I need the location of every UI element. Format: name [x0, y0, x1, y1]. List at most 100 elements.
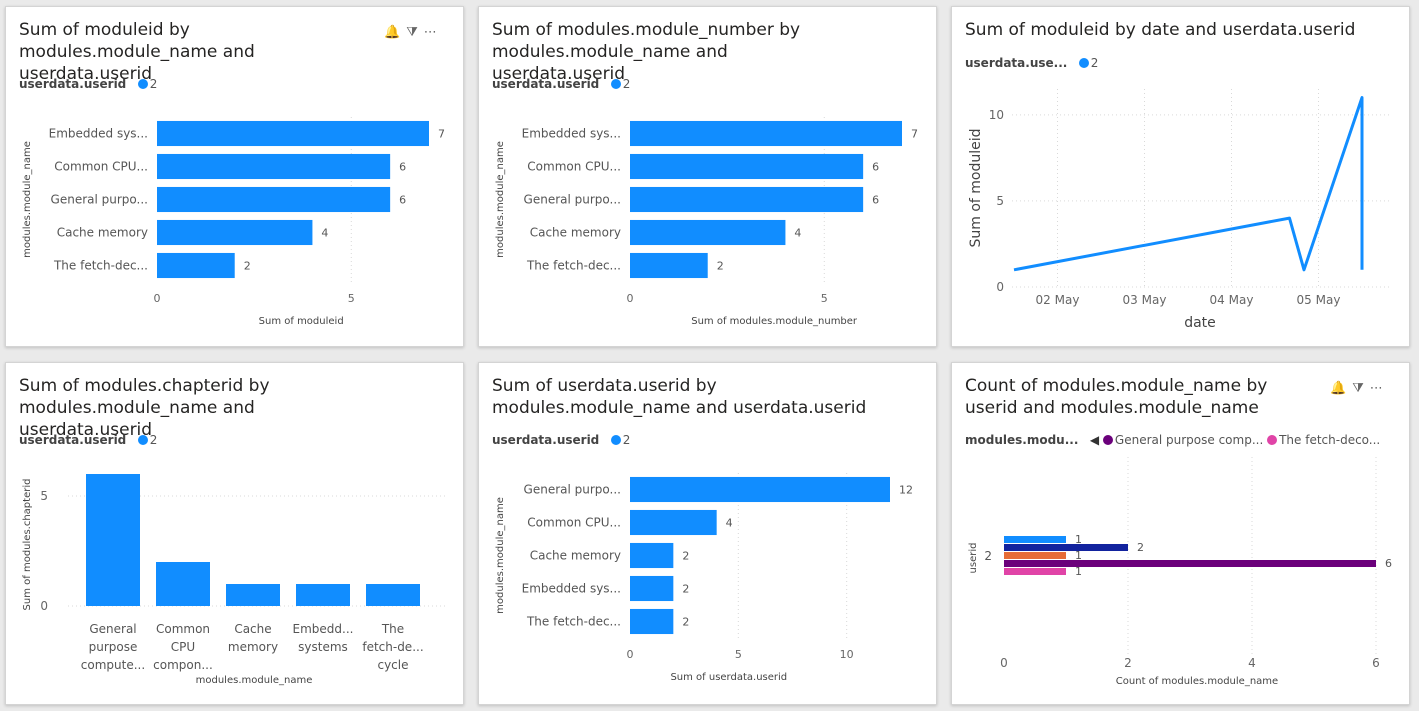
bar: [157, 120, 429, 147]
x-tick-label: 6: [1372, 656, 1380, 670]
legend-label[interactable]: General purpose comp...: [1114, 433, 1264, 447]
x-tick-label: 5: [821, 292, 828, 305]
y-tick-label: General purpo...: [51, 193, 148, 207]
y-tick-label: The fetch-dec...: [53, 259, 148, 273]
chart-title: Sum of modules.module_number by modules.…: [492, 20, 801, 84]
data-label: 1: [1075, 565, 1082, 578]
bar: [1004, 568, 1066, 575]
legend-dot: [137, 79, 148, 89]
data-label: 4: [726, 517, 733, 530]
legend-dot: [610, 435, 621, 445]
chart-title: Sum of moduleid by date and userdata.use…: [965, 20, 1356, 40]
filter-icon[interactable]: ⧩: [1352, 381, 1364, 396]
y-axis-title: modules.module_name: [495, 141, 506, 258]
legend: userdata.userid 2: [19, 433, 157, 447]
x-axis-title: date: [1184, 315, 1216, 331]
y-axis-title: modules.module_name: [495, 497, 506, 614]
visual-card-1[interactable]: Sum of moduleid by modules.module_name a…: [5, 6, 464, 347]
legend-label[interactable]: 2: [1090, 56, 1099, 70]
legend-label[interactable]: The fetch-deco...: [1279, 433, 1381, 447]
bar: [630, 153, 864, 180]
x-tick-label: 0: [627, 292, 634, 305]
chart-svg: 0 5 Embedded sys... 7 Common CPU... 6 General …: [495, 117, 918, 327]
bar: [630, 120, 902, 147]
y-tick-label: Embedded sys...: [522, 582, 621, 596]
y-tick-label: 0: [40, 599, 48, 613]
x-tick-label: 05 May: [1297, 293, 1341, 307]
data-label: 2: [244, 260, 251, 273]
y-axis-title: modules.module_name: [22, 141, 33, 258]
y-tick-label: 2: [984, 549, 992, 563]
bar: [630, 608, 674, 635]
bar: [1004, 560, 1376, 567]
y-tick-label: Embedded sys...: [522, 127, 621, 141]
data-label: 7: [438, 128, 445, 141]
bar: [296, 584, 350, 606]
bar: [630, 219, 786, 246]
bar: [630, 252, 708, 279]
y-tick-label: Common CPU...: [54, 160, 148, 174]
bar: [1004, 536, 1066, 543]
x-tick-label: General: [89, 622, 136, 636]
bell-icon[interactable]: 🔔: [384, 25, 401, 40]
bell-icon[interactable]: 🔔: [1330, 381, 1347, 396]
data-label: 12: [899, 484, 913, 497]
y-tick-label: Embedded sys...: [49, 127, 148, 141]
x-axis-title: Count of modules.module_name: [1116, 676, 1278, 687]
visual-card-6[interactable]: Count of modules.module_name by userid a…: [951, 362, 1410, 705]
visual-card-3[interactable]: Sum of moduleid by date and userdata.use…: [951, 6, 1410, 347]
visual-card-5[interactable]: Sum of userdata.userid by modules.module…: [478, 362, 937, 705]
x-tick-label: 4: [1248, 656, 1256, 670]
x-tick-label: 0: [154, 292, 161, 305]
x-tick-label: 10: [840, 648, 854, 661]
more-icon[interactable]: ⋯: [1369, 381, 1383, 396]
bar: [630, 186, 864, 213]
x-tick-label: CPU: [171, 640, 195, 654]
y-axis-title: Sum of modules.chapterid: [22, 479, 33, 611]
x-tick-label: memory: [228, 640, 278, 654]
legend-dot: [1102, 435, 1113, 445]
filter-icon[interactable]: ⧩: [406, 25, 418, 40]
x-axis-title: Sum of moduleid: [259, 316, 344, 327]
legend-title: userdata.userid: [19, 77, 127, 91]
chart-title: Count of modules.module_name by userid a…: [965, 376, 1268, 418]
visual-card-4[interactable]: Sum of modules.chapterid by modules.modu…: [5, 362, 464, 705]
y-tick-label: Cache memory: [530, 549, 621, 563]
chart-svg: 0 5 General purpose compute... Common CPU compo…: [22, 474, 448, 686]
data-label: 4: [321, 227, 328, 240]
x-tick-label: purpose: [89, 640, 138, 654]
bar: [630, 575, 674, 602]
data-label: 2: [682, 583, 689, 596]
data-label: 1: [1075, 549, 1082, 562]
y-axis-title: userid: [968, 543, 979, 574]
more-icon[interactable]: ⋯: [423, 25, 437, 40]
legend-label[interactable]: 2: [149, 77, 158, 91]
legend-label[interactable]: 2: [149, 433, 158, 447]
x-axis-title: Sum of userdata.userid: [670, 672, 787, 683]
x-tick-label: The: [381, 622, 404, 636]
y-tick-label: The fetch-dec...: [526, 259, 621, 273]
x-tick-label: 2: [1124, 656, 1132, 670]
legend-prev-icon[interactable]: ◀: [1089, 433, 1100, 447]
chart-title: Sum of moduleid by modules.module_name a…: [19, 20, 255, 84]
y-tick-label: 10: [989, 108, 1004, 122]
legend-label[interactable]: 2: [622, 433, 631, 447]
data-label: 4: [794, 227, 801, 240]
x-axis-title: modules.module_name: [196, 675, 313, 686]
data-label: 7: [911, 128, 918, 141]
y-axis-title: Sum of moduleid: [968, 128, 984, 247]
data-label: 2: [1137, 541, 1144, 554]
y-tick-label: General purpo...: [524, 193, 621, 207]
visual-header-icons: 🔔 ⧩ ⋯: [378, 25, 437, 40]
x-tick-label: systems: [298, 640, 348, 654]
legend-label[interactable]: 2: [622, 77, 631, 91]
data-label: 6: [872, 161, 879, 174]
bar: [366, 584, 420, 606]
y-tick-label: 5: [996, 194, 1004, 208]
bar: [630, 542, 674, 569]
visual-card-2[interactable]: Sum of modules.module_number by modules.…: [478, 6, 937, 347]
bar: [86, 474, 140, 606]
x-tick-label: Common: [156, 622, 210, 636]
data-label: 1: [1075, 533, 1082, 546]
bar: [157, 186, 391, 213]
